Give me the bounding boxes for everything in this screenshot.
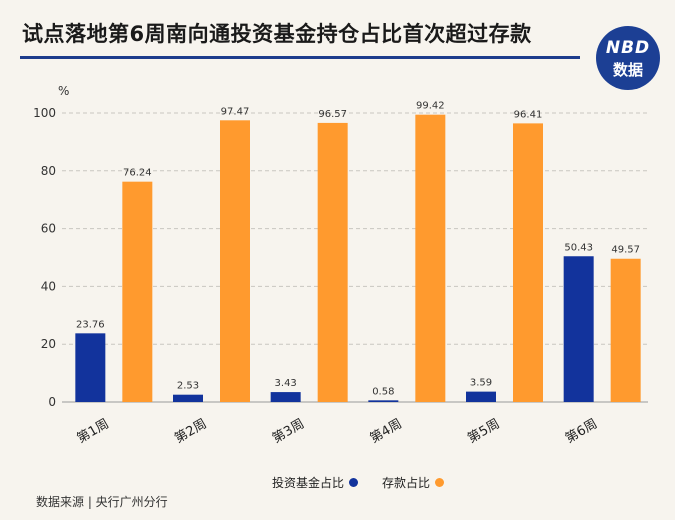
legend-swatch-deposit [435,478,445,487]
value-label: 2.53 [177,381,199,392]
value-label: 3.59 [470,378,492,389]
y-tick-label: 100 [33,106,56,120]
bar-deposit [317,122,348,403]
title-underline [20,56,580,59]
bars [75,114,641,403]
bar-deposit [220,120,250,402]
value-label: 23.76 [76,319,105,330]
bar-fund [270,392,301,402]
x-tick-label: 第1周 [75,416,112,446]
bar-deposit [610,258,641,402]
bar-fund [368,400,399,402]
y-tick-label: 20 [41,337,56,351]
data-source: 数据来源 | 央行广州分行 [36,495,168,509]
x-tick-label: 第3周 [270,416,307,446]
legend-label-deposit: 存款占比 [382,476,431,490]
x-tick-labels: 第1周 第2周 第3周 第4周 第5周 第6周 [75,416,601,446]
value-label: 50.43 [564,242,593,253]
legend-label-fund: 投资基金占比 [272,476,345,490]
legend: 投资基金占比 存款占比 [272,474,468,491]
bar-fund [75,333,106,402]
x-tick-label: 第2周 [172,416,209,446]
chart-title: 试点落地第6周南向通投资基金持仓占比首次超过存款 [22,22,532,46]
y-tick-label: 80 [41,164,56,178]
value-label: 3.43 [275,378,297,389]
bar-fund [466,391,496,402]
y-tick-label: 60 [41,222,56,236]
legend-item-deposit: 存款占比 [382,474,445,491]
logo-text-bottom: 数据 [612,61,643,79]
bar-deposit [513,123,543,403]
logo-text-top: NBD [605,38,651,58]
x-tick-label: 第6周 [563,416,600,446]
x-tick-label: 第4周 [368,416,405,446]
bar-deposit [122,181,153,402]
gridlines: 0 20 40 60 80 100 [33,106,648,409]
y-axis-unit: % [58,84,69,98]
value-label: 0.58 [372,386,394,397]
value-label: 96.57 [318,109,347,120]
value-label: 97.47 [221,106,250,117]
value-label: 76.24 [123,168,152,179]
y-tick-label: 40 [41,279,56,293]
nbd-logo: NBD 数据 [596,26,660,90]
bar-fund [173,394,203,402]
value-label: 96.41 [514,109,543,120]
legend-item-fund: 投资基金占比 [272,474,359,491]
bar-fund [563,256,594,402]
x-tick-label: 第5周 [465,416,502,446]
value-label: 99.42 [416,101,445,112]
legend-swatch-fund [349,478,359,487]
value-labels: 23.76 76.24 2.53 97.47 3.43 96.57 0.58 99.42 3.5… [76,101,640,398]
bar-deposit [415,114,446,402]
y-tick-label: 0 [48,395,56,409]
value-label: 49.57 [611,245,640,256]
